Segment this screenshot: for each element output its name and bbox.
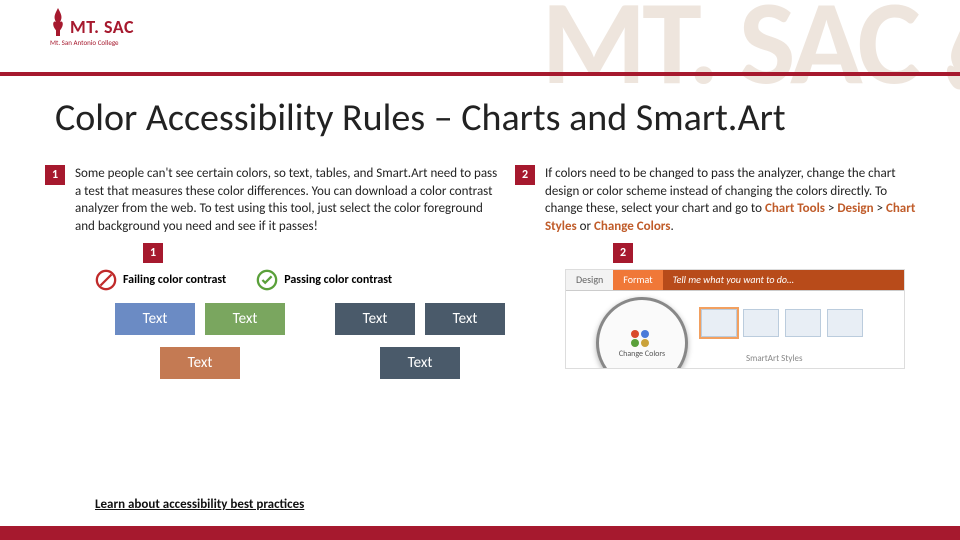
ribbon-screenshot: Design Format Tell me what you want to d… bbox=[565, 269, 905, 369]
failing-label: Failing color contrast bbox=[123, 273, 226, 287]
ribbon-tabs: Design Format Tell me what you want to d… bbox=[566, 270, 904, 290]
tile: Text bbox=[205, 303, 285, 335]
passing-status: Passing color contrast bbox=[256, 269, 392, 291]
style-box bbox=[785, 309, 821, 337]
change-colors-icon bbox=[629, 328, 655, 348]
example-badge-2: 2 bbox=[613, 243, 633, 263]
tile: Text bbox=[425, 303, 505, 335]
step-1-text: Some people can't see certain colors, so… bbox=[75, 165, 505, 235]
style-box bbox=[827, 309, 863, 337]
logo-subtitle: Mt. San Antonio College bbox=[50, 38, 190, 47]
column-1: 1 Some people can't see certain colors, … bbox=[75, 165, 505, 379]
style-box bbox=[701, 309, 737, 337]
step-badge-2: 2 bbox=[515, 165, 535, 185]
tile: Text bbox=[380, 347, 460, 379]
magnify-label: Change Colors bbox=[619, 350, 665, 358]
passing-label: Passing color contrast bbox=[284, 273, 392, 287]
tile: Text bbox=[115, 303, 195, 335]
fail-icon bbox=[95, 269, 117, 291]
styles-label: SmartArt Styles bbox=[746, 353, 802, 364]
header: MT. SAC Mt. San Antonio College bbox=[0, 0, 960, 80]
failing-tiles: Text Text Text bbox=[115, 303, 285, 379]
magnifier: Change Colors bbox=[596, 297, 688, 369]
ribbon-tab-format: Format bbox=[613, 270, 662, 290]
content: 1 Some people can't see certain colors, … bbox=[75, 165, 920, 379]
example-badge-1: 1 bbox=[143, 243, 163, 263]
tile: Text bbox=[160, 347, 240, 379]
contrast-status-row: Failing color contrast Passing color con… bbox=[95, 269, 505, 291]
step-2-text: If colors need to be changed to pass the… bbox=[545, 165, 920, 235]
logo-text: MT. SAC bbox=[70, 18, 134, 36]
style-box bbox=[743, 309, 779, 337]
ribbon-body: Change Colors SmartArt Styles bbox=[566, 290, 904, 369]
tile: Text bbox=[335, 303, 415, 335]
pass-icon bbox=[256, 269, 278, 291]
passing-tiles: Text Text Text bbox=[335, 303, 505, 379]
bottom-bar bbox=[0, 526, 960, 540]
logo: MT. SAC Mt. San Antonio College bbox=[50, 8, 190, 47]
ribbon-tab-design: Design bbox=[566, 270, 613, 290]
page-title: Color Accessibility Rules – Charts and S… bbox=[55, 95, 786, 141]
best-practices-link[interactable]: Learn about accessibility best practices bbox=[95, 497, 304, 512]
header-bar bbox=[0, 72, 960, 76]
smartart-styles bbox=[701, 309, 863, 337]
column-2: 2 If colors need to be changed to pass t… bbox=[545, 165, 920, 379]
ribbon-tab-tellme: Tell me what you want to do… bbox=[663, 270, 904, 290]
failing-status: Failing color contrast bbox=[95, 269, 226, 291]
step-badge-1: 1 bbox=[45, 165, 65, 185]
